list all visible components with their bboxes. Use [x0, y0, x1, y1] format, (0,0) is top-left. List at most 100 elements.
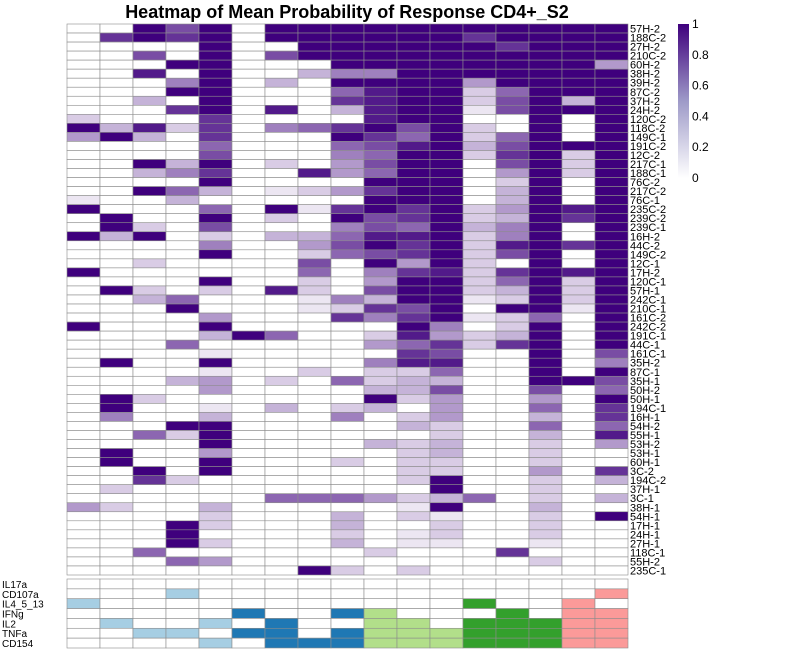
heatmap-cell	[429, 77, 464, 88]
heatmap-cell	[396, 77, 431, 88]
heatmap-cell	[264, 267, 299, 278]
heatmap-cell	[66, 357, 101, 368]
heatmap-cell	[297, 339, 332, 350]
heatmap-cell	[396, 249, 431, 260]
heatmap-cells	[66, 23, 629, 576]
heatmap-cell	[99, 394, 134, 404]
heatmap-cell	[231, 385, 266, 395]
heatmap-cell	[363, 502, 398, 513]
heatmap-cell	[462, 213, 497, 224]
heatmap-cell	[198, 222, 233, 233]
heatmap-cell	[594, 339, 629, 350]
heatmap-cell	[165, 105, 200, 115]
heatmap-cell	[561, 177, 596, 187]
annotation-cell	[99, 598, 134, 609]
heatmap-cell	[165, 538, 200, 549]
heatmap-cell	[198, 312, 233, 323]
heatmap-cell	[264, 86, 299, 97]
heatmap-cell	[429, 240, 464, 251]
heatmap-cell	[462, 547, 497, 558]
heatmap-cell	[132, 114, 167, 124]
heatmap-cell	[594, 267, 629, 278]
heatmap-cell	[231, 204, 266, 214]
heatmap-cell	[363, 240, 398, 251]
heatmap-cell	[198, 213, 233, 224]
annotation-cell	[297, 637, 332, 649]
row-label: 242C-2	[630, 322, 666, 334]
heatmap-cell	[231, 177, 266, 187]
heatmap-cell	[132, 520, 167, 531]
heatmap-cell	[132, 375, 167, 386]
heatmap-cell	[330, 150, 365, 160]
heatmap-cell	[462, 430, 497, 440]
heatmap-cell	[231, 294, 266, 305]
heatmap-cell	[462, 123, 497, 133]
heatmap-cell	[66, 59, 101, 70]
heatmap-cell	[429, 195, 464, 205]
heatmap-cell	[363, 132, 398, 142]
heatmap-cell	[396, 168, 431, 178]
heatmap-cell	[231, 213, 266, 224]
heatmap-cell	[363, 484, 398, 495]
heatmap-cell	[462, 222, 497, 233]
heatmap-cell	[594, 439, 629, 449]
heatmap-cell	[363, 59, 398, 70]
heatmap-cell	[396, 276, 431, 287]
heatmap-cell	[99, 23, 134, 34]
heatmap-cell	[231, 41, 266, 52]
row-label: 194C-1	[630, 403, 666, 415]
annotation-cell	[396, 618, 431, 629]
heatmap-cell	[132, 403, 167, 413]
heatmap-cell	[561, 466, 596, 476]
heatmap-cell	[561, 249, 596, 260]
heatmap-cell	[429, 448, 464, 458]
heatmap-cell	[462, 204, 497, 214]
heatmap-cell	[330, 68, 365, 79]
heatmap-cell	[66, 294, 101, 305]
heatmap-cell	[429, 41, 464, 52]
heatmap-cell	[528, 95, 563, 106]
heatmap-cell	[528, 330, 563, 341]
heatmap-cell	[462, 267, 497, 278]
heatmap-cell	[330, 403, 365, 413]
heatmap-cell	[429, 204, 464, 214]
heatmap-cell	[264, 186, 299, 196]
heatmap-cell	[594, 59, 629, 70]
heatmap-cell	[198, 105, 233, 115]
heatmap-cell	[198, 177, 233, 187]
heatmap-cell	[429, 547, 464, 558]
heatmap-cell	[132, 339, 167, 350]
heatmap-cell	[297, 41, 332, 52]
row-label: 16H-2	[630, 231, 660, 243]
heatmap-cell	[429, 348, 464, 359]
annotation-cell	[231, 598, 266, 609]
heatmap-cell	[231, 556, 266, 567]
heatmap-cell	[99, 511, 134, 522]
heatmap-cell	[264, 168, 299, 178]
heatmap-cell	[297, 150, 332, 160]
heatmap-cell	[396, 141, 431, 151]
heatmap-cell	[264, 330, 299, 341]
heatmap-cell	[462, 511, 497, 522]
heatmap-cell	[264, 511, 299, 522]
heatmap-cell	[99, 357, 134, 368]
heatmap-cell	[66, 547, 101, 558]
heatmap-cell	[66, 86, 101, 97]
heatmap-cell	[132, 77, 167, 88]
heatmap-cell	[594, 204, 629, 214]
heatmap-cell	[396, 312, 431, 323]
heatmap-cell	[66, 330, 101, 341]
heatmap-cell	[99, 502, 134, 513]
annotation-label: TNFa	[2, 629, 27, 640]
heatmap-cell	[264, 123, 299, 133]
heatmap-cell	[363, 439, 398, 449]
annotation-cell	[462, 578, 497, 590]
heatmap-cell	[231, 375, 266, 386]
heatmap-cell	[594, 493, 629, 504]
heatmap-cell	[198, 123, 233, 133]
heatmap-cell	[66, 430, 101, 440]
heatmap-cell	[429, 95, 464, 106]
heatmap-cell	[528, 267, 563, 278]
heatmap-cell	[198, 385, 233, 395]
heatmap-cell	[297, 123, 332, 133]
